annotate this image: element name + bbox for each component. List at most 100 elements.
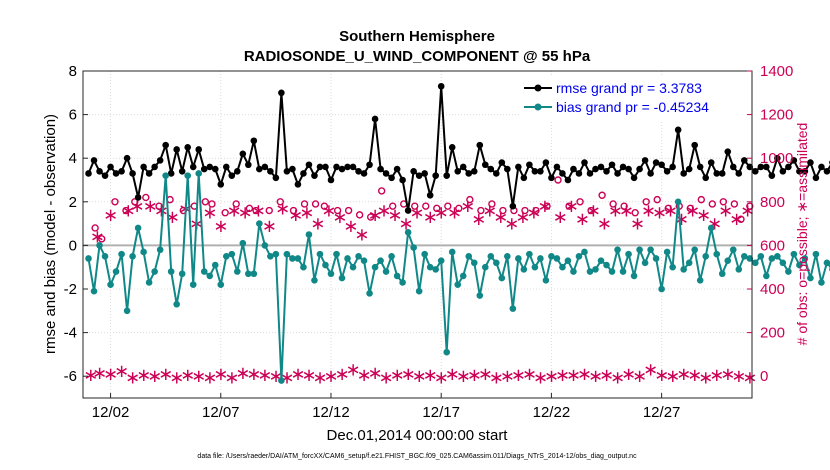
assimilated-obs-marker: ∗ xyxy=(445,364,460,385)
bias-point xyxy=(426,263,434,271)
possible-obs-marker xyxy=(155,202,163,210)
possible-obs-marker xyxy=(422,202,430,210)
rmse-point xyxy=(432,172,439,179)
possible-obs-marker xyxy=(208,200,216,208)
bias-point xyxy=(702,252,710,260)
y-tick-label: 6 xyxy=(69,107,77,124)
bias-point xyxy=(658,285,665,293)
bias-point xyxy=(779,259,787,267)
assimilated-obs-marker: ∗ xyxy=(599,365,614,386)
bias-point xyxy=(300,263,307,271)
x-axis-label: Dec.01,2014 00:00:00 start xyxy=(327,427,509,444)
rmse-point xyxy=(112,170,120,177)
possible-obs-marker xyxy=(477,206,485,215)
assimilated-obs-marker: ∗ xyxy=(288,205,303,226)
rmse-point xyxy=(564,176,572,184)
assimilated-obs-marker: ∗ xyxy=(478,364,493,385)
bias-point xyxy=(96,242,103,249)
rmse-point xyxy=(349,163,357,171)
assimilated-obs-marker: ∗ xyxy=(597,214,612,235)
possible-obs-marker xyxy=(620,202,628,210)
rmse-point xyxy=(239,150,247,158)
assimilated-obs-marker: ∗ xyxy=(136,365,151,386)
possible-obs-marker xyxy=(543,202,551,210)
rmse-point xyxy=(393,165,401,173)
y-tick-label: -4 xyxy=(64,325,77,342)
bias-point xyxy=(112,268,120,275)
x-tick-label: 12/22 xyxy=(533,404,571,421)
bias-point xyxy=(531,263,539,271)
rmse-point xyxy=(344,163,351,171)
assimilated-obs-marker: ∗ xyxy=(92,363,107,384)
possible-obs-marker xyxy=(333,206,342,215)
bias-point xyxy=(785,268,792,275)
bias-point xyxy=(371,263,379,271)
y-tick-label: -6 xyxy=(64,368,77,385)
assimilated-obs-marker: ∗ xyxy=(368,363,383,384)
rmse-point xyxy=(101,172,109,179)
bias-point xyxy=(167,268,175,275)
assimilated-obs-marker: ∗ xyxy=(610,367,625,388)
bias-point xyxy=(774,252,781,260)
rmse-point xyxy=(233,167,241,175)
rmse-point xyxy=(388,174,395,182)
rmse-point xyxy=(752,167,759,175)
rmse-point xyxy=(818,163,825,171)
rmse-point xyxy=(735,170,743,177)
rmse-point xyxy=(382,170,390,177)
rmse-point xyxy=(217,181,225,188)
bias-point xyxy=(256,220,263,227)
assimilated-obs-marker: ∗ xyxy=(114,361,129,382)
rmse-point xyxy=(641,157,649,164)
bias-point xyxy=(553,255,561,262)
rmse-point xyxy=(658,161,665,169)
rmse-point xyxy=(355,167,362,175)
assimilated-obs-marker: ∗ xyxy=(301,365,316,386)
assimilated-obs-marker: ∗ xyxy=(621,364,636,385)
bias-point xyxy=(305,231,313,238)
rmse-point xyxy=(614,170,621,177)
assimilated-obs-marker: ∗ xyxy=(387,205,402,226)
x-tick-label: 12/12 xyxy=(312,404,350,421)
bias-point xyxy=(597,257,605,264)
rmse-point xyxy=(724,148,732,155)
legend-bias-marker xyxy=(534,103,542,111)
x-tick-label: 12/27 xyxy=(643,404,681,421)
rmse-point xyxy=(454,167,462,175)
rmse-point xyxy=(371,115,379,123)
possible-obs-marker xyxy=(201,198,210,206)
bias-point xyxy=(399,279,406,286)
bias-point xyxy=(647,246,654,254)
bias-point xyxy=(763,272,770,280)
bias-point xyxy=(140,248,147,256)
y-right-tick-label: 0 xyxy=(760,368,768,385)
rmse-point xyxy=(404,207,412,214)
rmse-point xyxy=(316,163,324,171)
y-right-tick-label: 1000 xyxy=(760,150,793,167)
bias-point xyxy=(459,272,467,280)
bias-point xyxy=(476,292,484,299)
y-tick-label: 0 xyxy=(69,237,77,254)
assimilated-obs-marker: ∗ xyxy=(379,367,394,388)
bias-point xyxy=(129,252,136,260)
y-tick-label: 2 xyxy=(69,194,77,211)
assimilated-obs-marker: ∗ xyxy=(434,203,449,224)
bias-point xyxy=(250,270,258,278)
rmse-point xyxy=(399,176,406,184)
assimilated-obs-marker: ∗ xyxy=(434,367,449,388)
series-layer: ∗∗∗∗∗∗∗∗∗∗∗∗∗∗∗∗∗∗∗∗∗∗∗∗∗∗∗∗∗∗∗∗∗∗∗∗∗∗∗∗… xyxy=(83,82,830,388)
assimilated-obs-marker: ∗ xyxy=(586,201,601,222)
assimilated-obs-marker: ∗ xyxy=(321,201,336,222)
assimilated-obs-marker: ∗ xyxy=(310,214,325,235)
assimilated-obs-marker: ∗ xyxy=(398,214,413,235)
assimilated-obs-marker: ∗ xyxy=(354,225,369,246)
assimilated-obs-marker: ∗ xyxy=(299,203,314,224)
assimilated-obs-marker: ∗ xyxy=(456,366,471,387)
bias-point xyxy=(415,287,423,295)
rmse-point xyxy=(360,170,368,177)
possible-obs-marker xyxy=(344,206,353,215)
bias-point xyxy=(294,255,302,262)
possible-obs-marker xyxy=(232,200,240,208)
rmse-point xyxy=(145,170,153,177)
assimilated-obs-marker: ∗ xyxy=(493,207,508,228)
